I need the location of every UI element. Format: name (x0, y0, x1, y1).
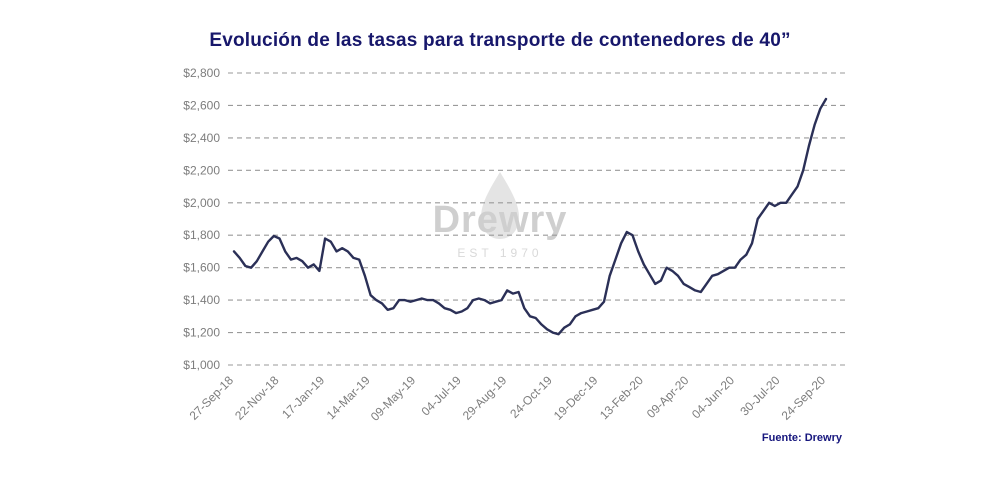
x-axis-label: 30-Jul-20 (737, 373, 783, 419)
x-axis-label: 19-Dec-19 (551, 373, 601, 423)
watermark-subtext: EST 1970 (457, 246, 542, 260)
y-axis-label: $2,400 (183, 131, 220, 145)
x-axis-label: 09-May-19 (368, 373, 419, 424)
y-axis-label: $1,200 (183, 326, 220, 340)
y-axis-label: $2,000 (183, 196, 220, 210)
x-axis-label: 04-Jun-20 (689, 373, 737, 421)
x-axis-label: 27-Sep-18 (187, 373, 237, 423)
y-axis-label: $1,800 (183, 228, 220, 242)
y-axis-label: $1,600 (183, 261, 220, 275)
x-axis-label: 29-Aug-19 (460, 373, 510, 423)
x-axis-label: 13-Feb-20 (597, 373, 646, 422)
x-axis-label: 04-Jul-19 (419, 373, 465, 419)
drewry-droplet-icon (481, 172, 519, 239)
x-axis-label: 17-Jan-19 (279, 373, 327, 421)
y-axis-label: $1,000 (183, 358, 220, 372)
x-axis-label: 09-Apr-20 (644, 373, 692, 421)
x-axis-label: 22-Nov-18 (232, 373, 282, 423)
x-axis-label: 24-Oct-19 (507, 373, 555, 421)
y-axis-label: $2,600 (183, 98, 220, 112)
x-axis-label: 24-Sep-20 (779, 373, 829, 423)
rates-line-chart: Drewry EST 1970 $1,000 $1,200 $1,400 $1,600 $1… (183, 66, 848, 424)
y-axis-label: $1,400 (183, 293, 220, 307)
watermark-text: Drewry (433, 199, 568, 241)
x-axis-label: 14-Mar-19 (324, 373, 373, 422)
y-axis-label: $2,200 (183, 163, 220, 177)
data-line (232, 97, 828, 336)
y-axis-label: $2,800 (183, 66, 220, 80)
chart-title: Evolución de las tasas para transporte d… (209, 30, 791, 51)
source-label: Fuente: Drewry (761, 432, 842, 444)
